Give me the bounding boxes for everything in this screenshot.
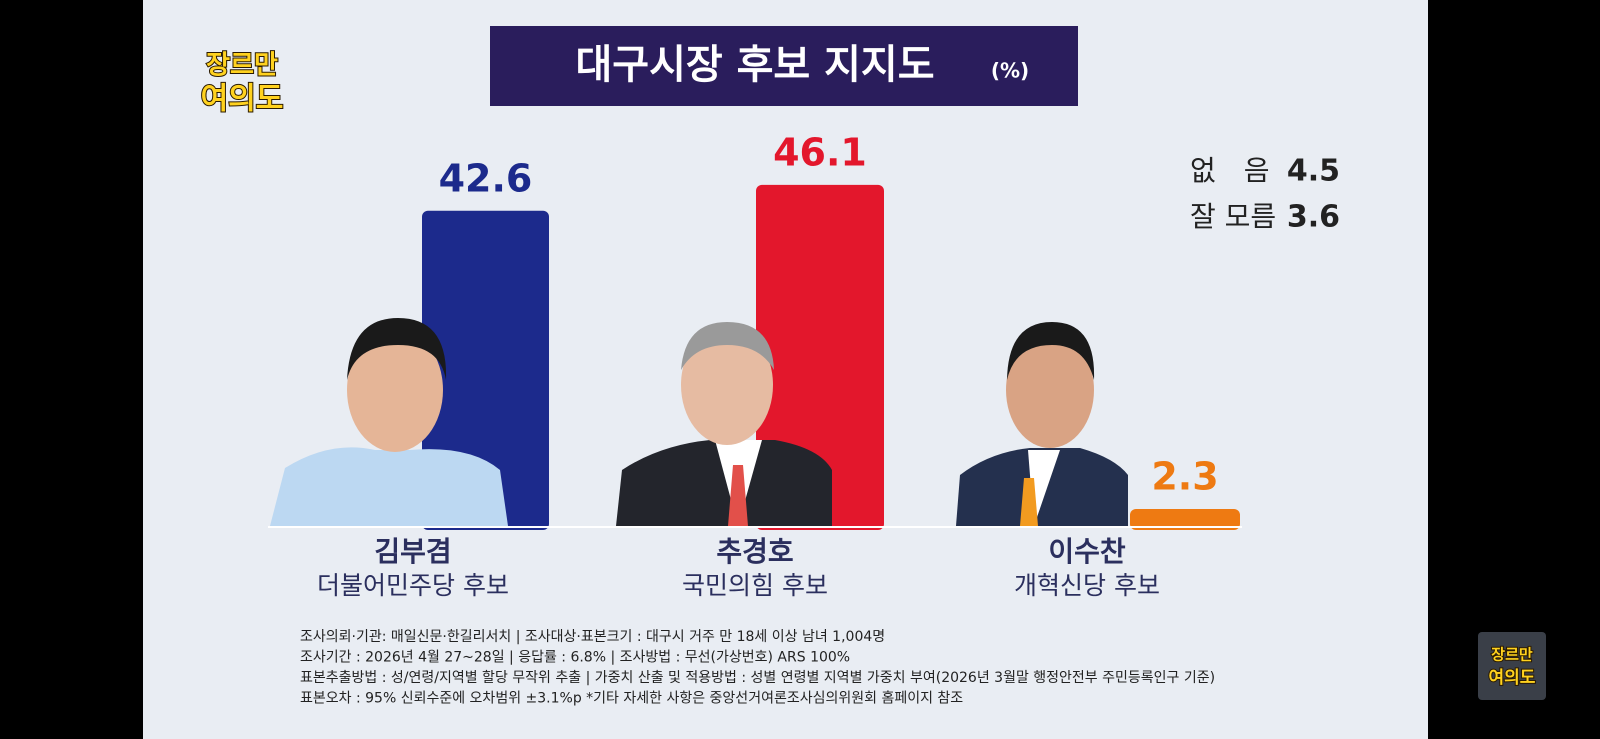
footnote: 조사의뢰·기관: 매일신문·한길리서치 | 조사대상·표본크기 : 대구시 거주… — [300, 629, 885, 645]
photo — [728, 465, 748, 526]
data-label: 2.3 — [1151, 454, 1218, 498]
footnote: 조사기간 : 2026년 4월 27~28일 | 응답률 : 6.8% | 조사… — [300, 650, 850, 666]
other-value: 4.5 — [1287, 154, 1340, 189]
data-label: 42.6 — [439, 156, 533, 200]
logo-text: 여의도 — [201, 82, 284, 117]
photo — [347, 328, 443, 452]
footnote: 표본추출방법 : 성/연령/지역별 할당 무작위 추출 | 가중치 산출 및 적… — [300, 670, 1215, 686]
title-box — [490, 26, 1078, 106]
logo-text: 장르만 — [1491, 646, 1533, 664]
bar — [422, 210, 549, 530]
unit: (%) — [991, 59, 1029, 83]
footnote: 표본오차 : 95% 신뢰수준에 오차범위 ±3.1%p *기타 자세한 사항은… — [300, 691, 963, 707]
photo — [1007, 322, 1095, 380]
photo — [681, 325, 773, 445]
notes: 조사의뢰·기관: 매일신문·한길리서치 | 조사대상·표본크기 : 대구시 거주… — [300, 629, 1215, 707]
candidate-name: 이수찬 — [1048, 535, 1126, 568]
corner-logo — [1478, 632, 1546, 700]
data-label: 46.1 — [773, 130, 867, 174]
logo-text: 장르만 — [206, 51, 278, 81]
logo-text: 여의도 — [1489, 668, 1536, 688]
party-label: 국민의힘 후보 — [682, 571, 828, 600]
party-label: 개혁신당 후보 — [1014, 571, 1160, 600]
others: 없 음 4.5 잘 모름 3.6 — [1190, 154, 1340, 235]
photo — [270, 447, 508, 526]
photo — [1006, 332, 1094, 448]
candidate-name: 김부겸 — [374, 535, 451, 568]
other-value: 3.6 — [1287, 200, 1340, 235]
photo — [1020, 478, 1038, 526]
photo — [681, 322, 774, 370]
photos — [270, 318, 1128, 526]
other-label: 없 음 — [1190, 154, 1270, 187]
party-label: 더불어민주당 후보 — [317, 571, 509, 600]
candidate-name: 추경호 — [716, 535, 793, 568]
photo — [616, 440, 832, 526]
bar — [1130, 508, 1240, 530]
photo — [347, 318, 447, 380]
other-label: 잘 모름 — [1190, 200, 1276, 233]
chart-title: 대구시장 후보 지지도 — [575, 42, 934, 88]
